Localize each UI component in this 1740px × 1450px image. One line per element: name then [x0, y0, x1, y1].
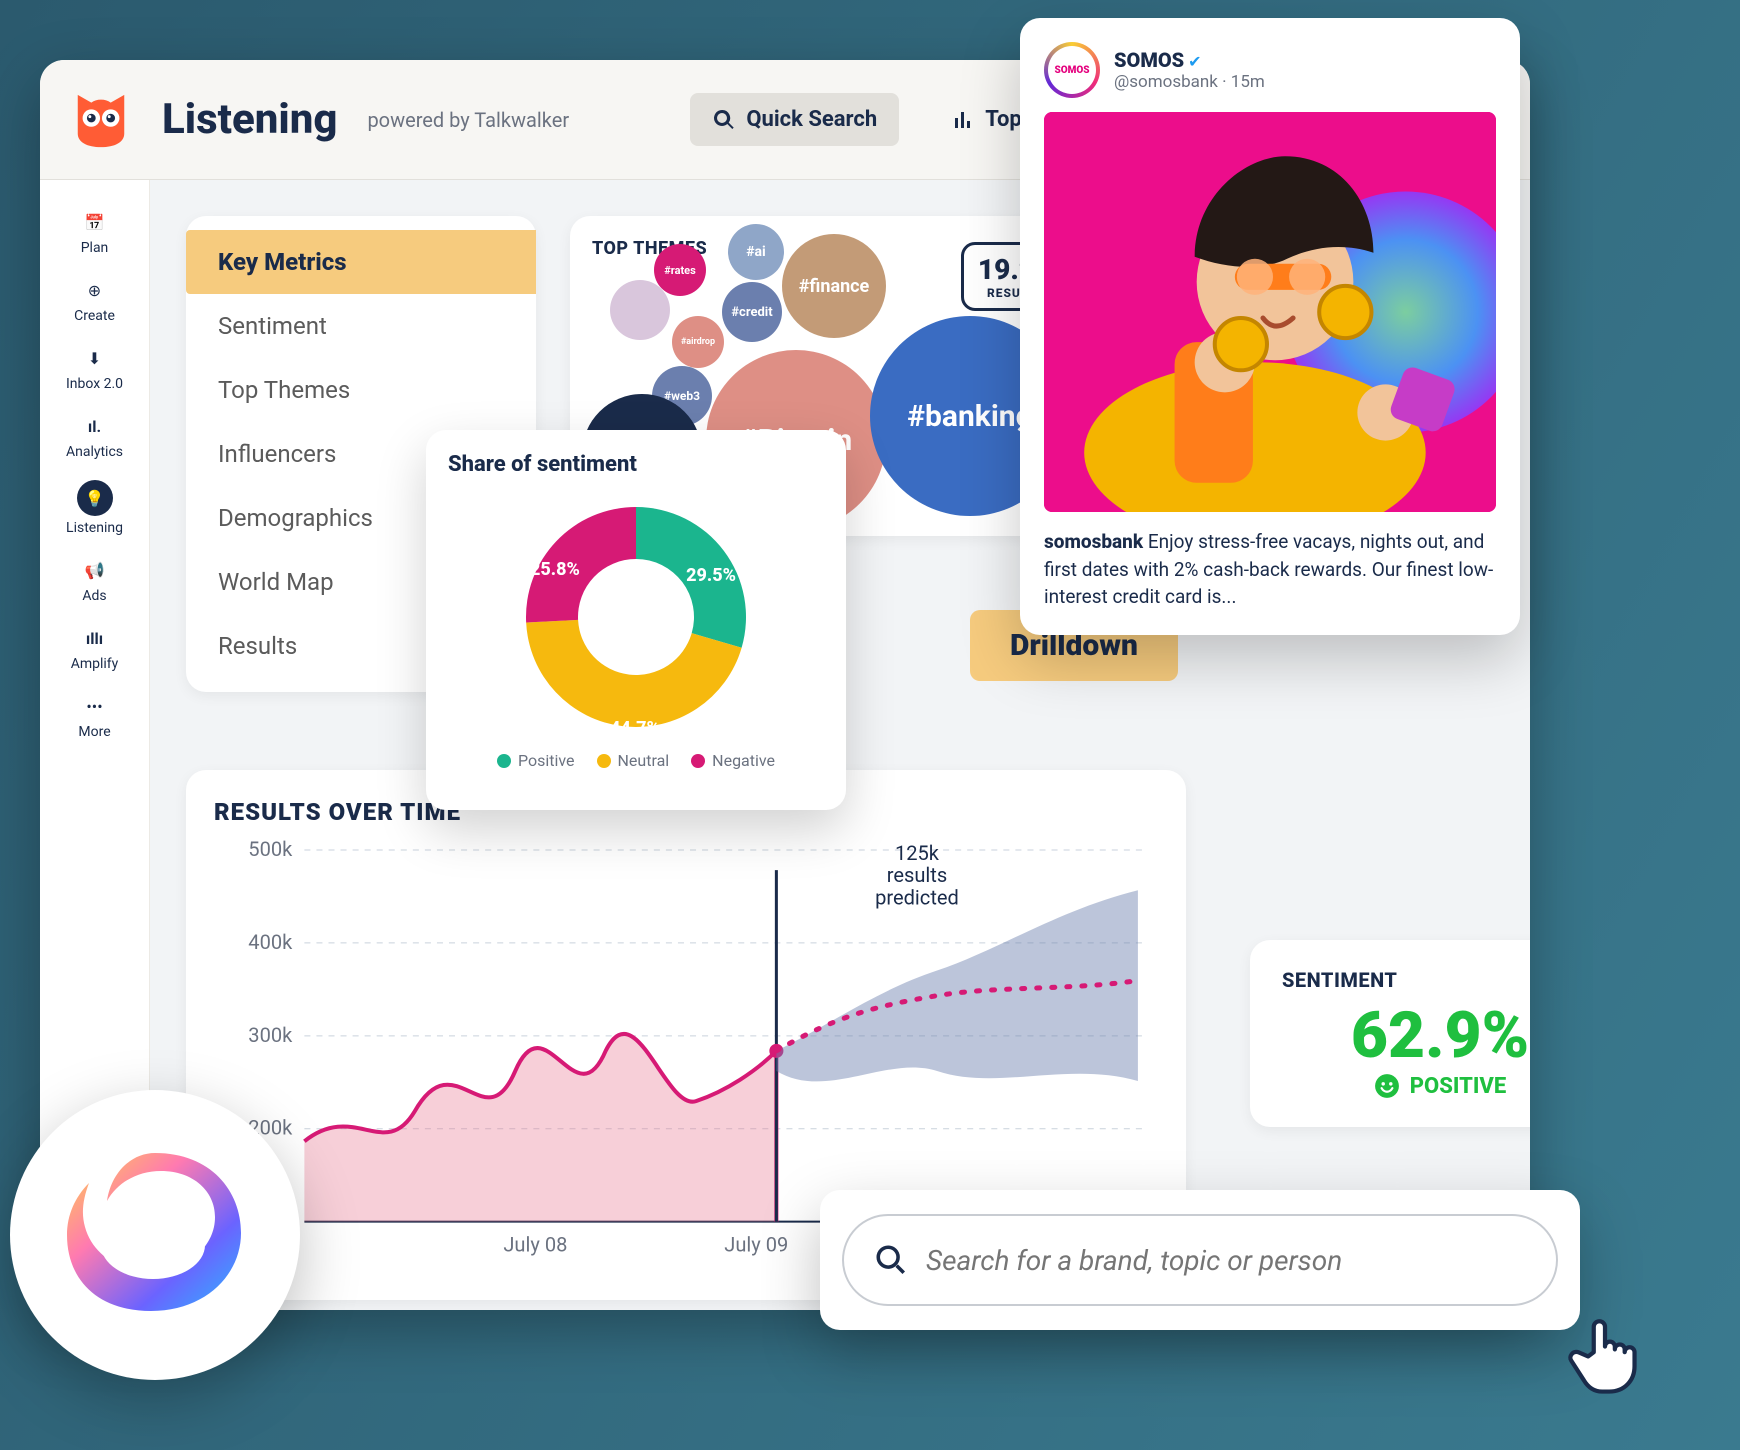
- theme-bubble[interactable]: [610, 280, 670, 340]
- theme-bubble[interactable]: #ai: [728, 224, 784, 280]
- post-caption: somosbank Enjoy stress-free vacays, nigh…: [1044, 528, 1496, 611]
- svg-text:300k: 300k: [248, 1023, 293, 1047]
- rail-plan[interactable]: 📅 Plan: [81, 208, 109, 256]
- search-input[interactable]: [926, 1244, 1526, 1277]
- svg-text:400k: 400k: [248, 930, 293, 954]
- theme-bubble[interactable]: #rates: [654, 244, 706, 296]
- avatar[interactable]: SOMOS: [1044, 42, 1100, 98]
- search-icon: [874, 1243, 908, 1277]
- sentiment-kpi-card: SENTIMENT 62.9% POSITIVE: [1250, 940, 1530, 1127]
- lightbulb-icon: 💡: [77, 480, 113, 516]
- bar-chart-icon: [951, 108, 975, 132]
- verified-badge-icon: ✔: [1188, 52, 1201, 71]
- rail-analytics[interactable]: ıl. Analytics: [66, 412, 123, 460]
- theme-bubble[interactable]: #airdrop: [672, 316, 724, 368]
- post-image: [1044, 112, 1496, 512]
- svg-text:125kresultspredicted: 125kresultspredicted: [875, 841, 959, 909]
- post-author: SOMOS ✔: [1114, 48, 1265, 72]
- rail-label: Listening: [66, 520, 123, 536]
- rail-label: More: [78, 724, 110, 740]
- theme-bubble[interactable]: #credit: [722, 282, 782, 342]
- analytics-icon: ıl.: [80, 412, 108, 440]
- search-overlay: [820, 1190, 1580, 1330]
- page-title: Listening: [162, 95, 337, 144]
- rail-label: Create: [74, 308, 115, 324]
- pointer-hand-icon: [1560, 1310, 1650, 1400]
- rail-more[interactable]: ••• More: [78, 692, 110, 740]
- more-icon: •••: [81, 692, 109, 720]
- donut-positive-label: 29.5%: [686, 565, 736, 586]
- kpi-title: SENTIMENT: [1282, 968, 1530, 992]
- rail-label: Amplify: [71, 656, 119, 672]
- talkwalker-logo-bubble: [10, 1090, 300, 1380]
- post-header: SOMOS SOMOS ✔ @somosbank · 15m: [1044, 42, 1496, 98]
- rail-label: Plan: [81, 240, 109, 256]
- metrics-item[interactable]: Sentiment: [186, 294, 536, 358]
- page-subtitle: powered by Talkwalker: [367, 108, 569, 132]
- sentiment-legend: Positive Neutral Negative: [448, 751, 824, 770]
- megaphone-icon: 📢: [81, 556, 109, 584]
- rail-label: Analytics: [66, 444, 123, 460]
- metrics-item[interactable]: Key Metrics: [186, 230, 536, 294]
- search-box[interactable]: [842, 1214, 1558, 1306]
- rail-create[interactable]: ⊕ Create: [74, 276, 115, 324]
- inbox-icon: ⬇: [81, 344, 109, 372]
- rail-inbox[interactable]: ⬇ Inbox 2.0: [66, 344, 123, 392]
- calendar-icon: 📅: [81, 208, 109, 236]
- rail-label: Inbox 2.0: [66, 376, 123, 392]
- plus-circle-icon: ⊕: [81, 276, 109, 304]
- search-icon: [712, 108, 736, 132]
- kpi-value: 62.9%: [1282, 998, 1530, 1073]
- kpi-status-text: POSITIVE: [1410, 1074, 1506, 1099]
- donut-neutral-label: 44.7%: [610, 718, 660, 739]
- nav-label: Quick Search: [746, 107, 877, 132]
- nav-quick-search[interactable]: Quick Search: [690, 93, 899, 146]
- hootsuite-owl-icon: [70, 89, 132, 151]
- donut-chart: 25.8% 29.5% 44.7%: [506, 487, 766, 747]
- metrics-item[interactable]: Top Themes: [186, 358, 536, 422]
- svg-text:July 09: July 09: [724, 1233, 788, 1257]
- post-meta: @somosbank · 15m: [1114, 72, 1265, 92]
- rail-ads[interactable]: 📢 Ads: [81, 556, 109, 604]
- rail-listening[interactable]: 💡 Listening: [66, 480, 123, 536]
- social-post-card: SOMOS SOMOS ✔ @somosbank · 15m: [1020, 18, 1520, 635]
- signal-icon: ıllı: [80, 624, 108, 652]
- share-of-sentiment-card: Share of sentiment 25.8% 29.5% 44.7% Pos…: [426, 430, 846, 810]
- rail-amplify[interactable]: ıllı Amplify: [71, 624, 119, 672]
- legend-positive: Positive: [497, 751, 575, 770]
- legend-negative: Negative: [691, 751, 775, 770]
- kpi-status: POSITIVE: [1282, 1073, 1530, 1099]
- svg-text:500k: 500k: [248, 840, 293, 861]
- smiley-icon: [1374, 1073, 1400, 1099]
- svg-text:July 08: July 08: [503, 1233, 567, 1257]
- donut-negative-label: 25.8%: [530, 559, 580, 580]
- legend-neutral: Neutral: [597, 751, 670, 770]
- theme-bubble[interactable]: #finance: [782, 234, 886, 338]
- sentiment-title: Share of sentiment: [448, 452, 824, 477]
- rail-label: Ads: [82, 588, 106, 604]
